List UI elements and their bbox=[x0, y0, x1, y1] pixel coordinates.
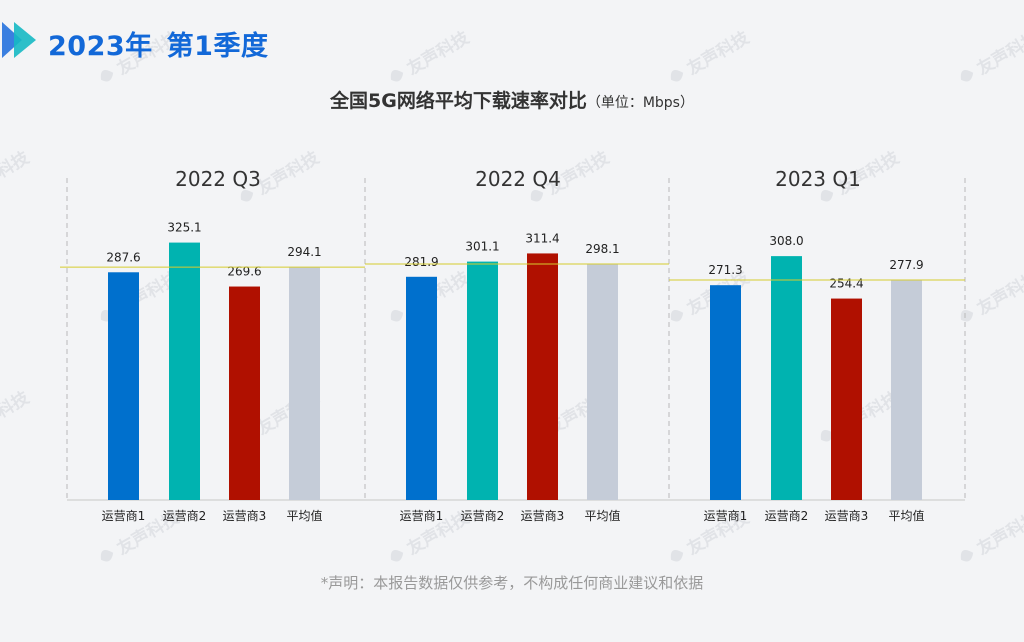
bar bbox=[771, 256, 802, 500]
bar bbox=[169, 242, 200, 500]
bar-value-label: 301.1 bbox=[465, 240, 499, 254]
header-quarter: 第1季度 bbox=[166, 31, 269, 62]
bar-value-label: 254.4 bbox=[829, 277, 863, 291]
bar-value-label: 308.0 bbox=[769, 234, 803, 248]
category-label: 平均值 bbox=[286, 508, 322, 523]
category-label: 运营商2 bbox=[163, 508, 207, 523]
chart-unit: （单位：Mbps） bbox=[586, 95, 694, 111]
category-label: 运营商2 bbox=[765, 508, 809, 523]
bar-value-label: 287.6 bbox=[106, 250, 140, 264]
panel-title-1: 2022 Q3 bbox=[175, 167, 261, 191]
bar bbox=[467, 261, 498, 500]
bar-value-label: 294.1 bbox=[287, 245, 321, 259]
category-label: 运营商3 bbox=[223, 508, 267, 523]
chart-title-text: 全国5G网络平均下载速率对比 bbox=[330, 90, 587, 112]
bar bbox=[710, 285, 741, 500]
bar bbox=[289, 267, 320, 500]
category-label: 运营商2 bbox=[461, 508, 505, 523]
bar bbox=[587, 263, 618, 500]
category-label: 运营商1 bbox=[102, 508, 146, 523]
chart-title: 全国5G网络平均下载速率对比（单位：Mbps） bbox=[0, 86, 1024, 113]
category-label: 平均值 bbox=[584, 508, 620, 523]
bar bbox=[527, 253, 558, 500]
logo-icon bbox=[2, 22, 36, 58]
category-label: 运营商3 bbox=[521, 508, 565, 523]
header-year: 2023年 bbox=[48, 31, 153, 62]
category-label: 运营商1 bbox=[704, 508, 748, 523]
bar-value-label: 281.9 bbox=[404, 255, 438, 269]
bar bbox=[108, 272, 139, 500]
category-label: 运营商1 bbox=[400, 508, 444, 523]
disclaimer: *声明：本报告数据仅供参考，不构成任何商业建议和依据 bbox=[320, 574, 704, 592]
bar bbox=[229, 286, 260, 500]
bar-value-label: 325.1 bbox=[167, 221, 201, 235]
bar bbox=[891, 279, 922, 500]
panel-title-3: 2023 Q1 bbox=[775, 167, 861, 191]
category-label: 平均值 bbox=[888, 508, 924, 523]
bar bbox=[831, 298, 862, 500]
panel-title-2: 2022 Q4 bbox=[475, 167, 561, 191]
bar-value-label: 269.6 bbox=[227, 265, 261, 279]
bar-value-label: 277.9 bbox=[889, 258, 923, 272]
bar bbox=[406, 276, 437, 500]
header-title: 2023年 第1季度 bbox=[48, 24, 268, 63]
bar-value-label: 311.4 bbox=[525, 231, 559, 245]
category-label: 运营商3 bbox=[825, 508, 869, 523]
bar-value-label: 298.1 bbox=[585, 242, 619, 256]
bar-value-label: 271.3 bbox=[708, 263, 742, 277]
